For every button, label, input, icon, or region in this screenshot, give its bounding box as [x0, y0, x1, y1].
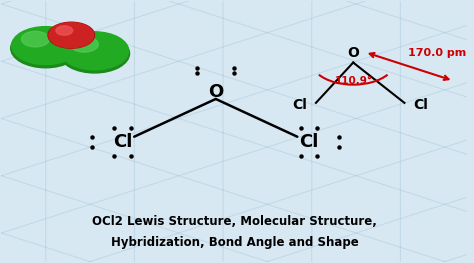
- Circle shape: [70, 37, 98, 52]
- Circle shape: [21, 31, 49, 47]
- Circle shape: [12, 27, 80, 65]
- Circle shape: [49, 23, 94, 48]
- Circle shape: [56, 26, 73, 35]
- Text: Cl: Cl: [413, 98, 428, 113]
- Text: O: O: [347, 47, 359, 60]
- Text: O: O: [208, 83, 223, 102]
- Text: OCl2 Lewis Structure, Molecular Structure,: OCl2 Lewis Structure, Molecular Structur…: [92, 215, 377, 228]
- Circle shape: [60, 34, 129, 73]
- Circle shape: [11, 29, 81, 68]
- Text: 170.0 pm: 170.0 pm: [408, 48, 466, 58]
- Text: Cl: Cl: [113, 133, 132, 151]
- Circle shape: [48, 22, 95, 48]
- Text: Hybridization, Bond Angle and Shape: Hybridization, Bond Angle and Shape: [110, 236, 358, 249]
- Circle shape: [61, 32, 128, 70]
- Text: Cl: Cl: [299, 133, 319, 151]
- Text: 110.9°: 110.9°: [335, 76, 373, 86]
- Text: Cl: Cl: [292, 98, 307, 113]
